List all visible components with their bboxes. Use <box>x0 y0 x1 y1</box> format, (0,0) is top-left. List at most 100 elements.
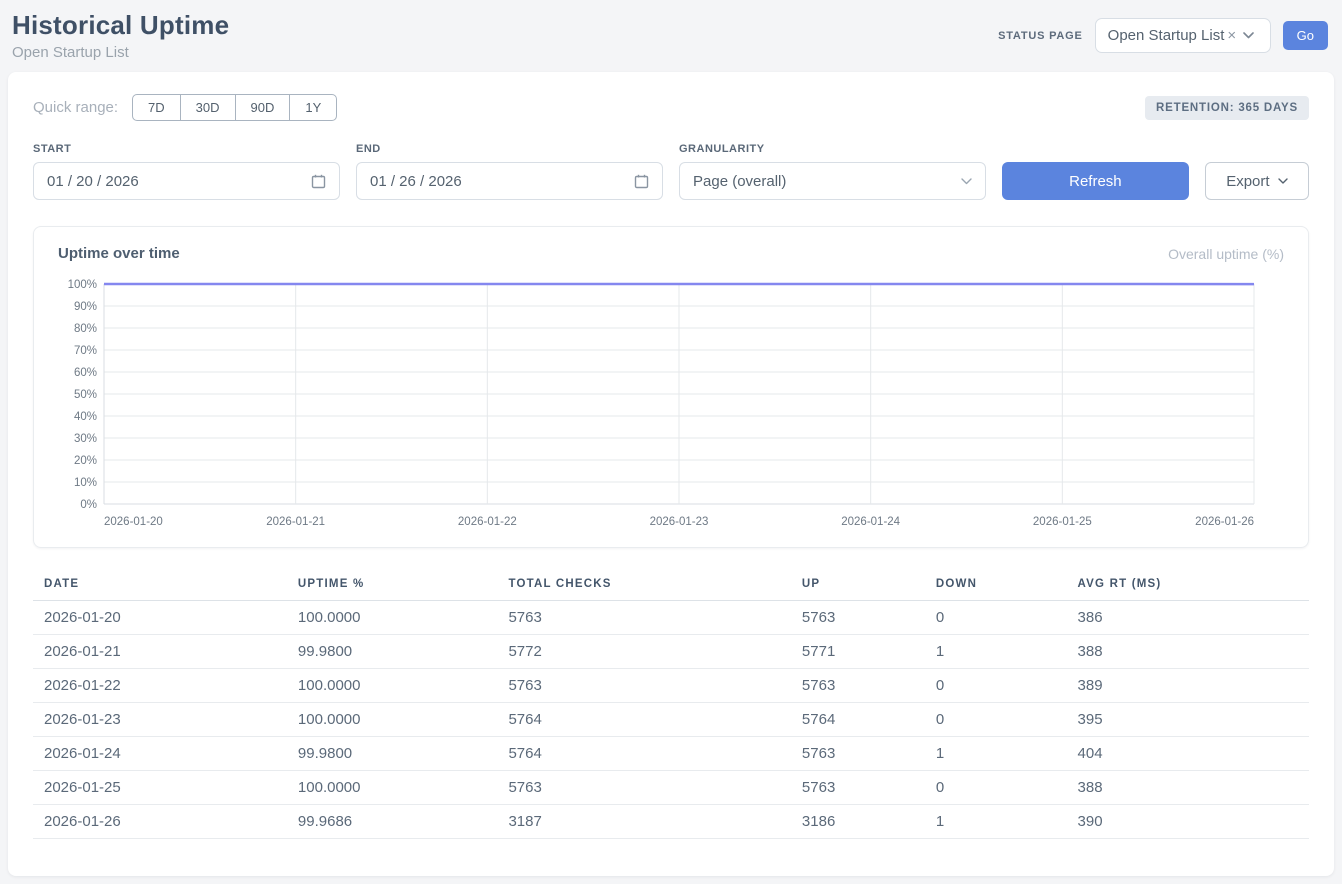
filter-form-row: START 01 / 20 / 2026 END 01 / 26 / 2026 … <box>33 143 1309 200</box>
table-cell: 2026-01-20 <box>33 601 287 635</box>
x-axis-tick-label: 2026-01-22 <box>458 516 517 528</box>
x-axis-tick-label: 2026-01-24 <box>841 516 900 528</box>
page-title: Historical Uptime <box>12 10 229 41</box>
y-axis-tick-label: 10% <box>74 477 97 489</box>
x-axis-tick-label: 2026-01-21 <box>266 516 325 528</box>
y-axis-tick-label: 20% <box>74 455 97 467</box>
table-cell: 100.0000 <box>287 771 498 805</box>
table-column-header: DOWN <box>925 570 1067 601</box>
table-cell: 99.9800 <box>287 737 498 771</box>
y-axis-tick-label: 40% <box>74 411 97 423</box>
calendar-icon[interactable] <box>634 174 649 189</box>
table-row: 2026-01-20100.0000576357630386 <box>33 601 1309 635</box>
table-cell: 395 <box>1067 703 1309 737</box>
y-axis-tick-label: 50% <box>74 389 97 401</box>
clear-selection-icon[interactable]: × <box>1227 28 1236 43</box>
table-cell: 99.9800 <box>287 635 498 669</box>
table-cell: 5771 <box>791 635 925 669</box>
chart-title: Uptime over time <box>58 245 180 262</box>
y-axis-tick-label: 30% <box>74 433 97 445</box>
table-header-row: DATEUPTIME %TOTAL CHECKSUPDOWNAVG RT (MS… <box>33 570 1309 601</box>
start-date-input[interactable]: 01 / 20 / 2026 <box>33 162 340 200</box>
export-button-label: Export <box>1226 173 1269 190</box>
quick-range-1y-button[interactable]: 1Y <box>289 94 337 121</box>
table-cell: 5772 <box>497 635 790 669</box>
table-cell: 388 <box>1067 635 1309 669</box>
quick-range-30d-button[interactable]: 30D <box>180 94 236 121</box>
refresh-button[interactable]: Refresh <box>1002 162 1189 200</box>
start-date-value: 01 / 20 / 2026 <box>47 173 139 190</box>
table-column-header: TOTAL CHECKS <box>497 570 790 601</box>
table-cell: 2026-01-21 <box>33 635 287 669</box>
chevron-down-icon <box>961 178 972 185</box>
uptime-table-body: 2026-01-20100.00005763576303862026-01-21… <box>33 601 1309 839</box>
quick-range-group: Quick range: 7D 30D 90D 1Y <box>33 94 337 121</box>
chevron-down-icon <box>1243 32 1254 39</box>
table-row: 2026-01-2499.9800576457631404 <box>33 737 1309 771</box>
table-cell: 1 <box>925 635 1067 669</box>
table-cell: 100.0000 <box>287 703 498 737</box>
table-cell: 5764 <box>497 703 790 737</box>
quick-range-row: Quick range: 7D 30D 90D 1Y RETENTION: 36… <box>33 94 1309 121</box>
table-cell: 1 <box>925 737 1067 771</box>
table-cell: 100.0000 <box>287 669 498 703</box>
table-column-header: UPTIME % <box>287 570 498 601</box>
granularity-select[interactable]: Page (overall) <box>679 162 986 200</box>
quick-range-label: Quick range: <box>33 99 118 116</box>
status-page-select[interactable]: Open Startup List × <box>1095 18 1271 53</box>
table-cell: 404 <box>1067 737 1309 771</box>
page-subtitle: Open Startup List <box>12 44 229 61</box>
table-row: 2026-01-2199.9800577257711388 <box>33 635 1309 669</box>
table-cell: 0 <box>925 669 1067 703</box>
granularity-field-group: GRANULARITY Page (overall) <box>679 143 986 200</box>
table-cell: 5764 <box>791 703 925 737</box>
end-date-input[interactable]: 01 / 26 / 2026 <box>356 162 663 200</box>
calendar-icon[interactable] <box>311 174 326 189</box>
table-column-header: UP <box>791 570 925 601</box>
granularity-selected-value: Page (overall) <box>693 173 786 190</box>
chevron-down-icon <box>1278 178 1288 184</box>
uptime-table: DATEUPTIME %TOTAL CHECKSUPDOWNAVG RT (MS… <box>33 570 1309 839</box>
status-page-selected-value: Open Startup List <box>1108 27 1225 44</box>
table-cell: 5764 <box>497 737 790 771</box>
table-cell: 3186 <box>791 805 925 839</box>
status-page-label: STATUS PAGE <box>998 30 1083 42</box>
go-button[interactable]: Go <box>1283 21 1328 50</box>
table-cell: 0 <box>925 703 1067 737</box>
retention-badge: RETENTION: 365 DAYS <box>1145 96 1309 120</box>
start-date-field-group: START 01 / 20 / 2026 <box>33 143 340 200</box>
end-date-value: 01 / 26 / 2026 <box>370 173 462 190</box>
uptime-line-chart: 0%10%20%30%40%50%60%70%80%90%100%2026-01… <box>58 274 1284 537</box>
table-cell: 1 <box>925 805 1067 839</box>
y-axis-tick-label: 80% <box>74 323 97 335</box>
header-actions: STATUS PAGE Open Startup List × Go <box>998 18 1328 53</box>
export-button[interactable]: Export <box>1205 162 1309 200</box>
end-date-label: END <box>356 143 663 155</box>
table-cell: 3187 <box>497 805 790 839</box>
table-cell: 5763 <box>497 669 790 703</box>
chart-legend-label: Overall uptime (%) <box>1168 246 1284 262</box>
table-column-header: DATE <box>33 570 287 601</box>
table-cell: 5763 <box>497 601 790 635</box>
page-header: Historical Uptime Open Startup List STAT… <box>0 0 1342 72</box>
table-cell: 2026-01-23 <box>33 703 287 737</box>
table-cell: 386 <box>1067 601 1309 635</box>
quick-range-7d-button[interactable]: 7D <box>132 94 181 121</box>
x-axis-tick-label: 2026-01-25 <box>1033 516 1092 528</box>
table-row: 2026-01-23100.0000576457640395 <box>33 703 1309 737</box>
table-cell: 100.0000 <box>287 601 498 635</box>
main-panel: Quick range: 7D 30D 90D 1Y RETENTION: 36… <box>8 72 1334 876</box>
table-cell: 5763 <box>791 601 925 635</box>
quick-range-90d-button[interactable]: 90D <box>235 94 291 121</box>
table-cell: 5763 <box>791 669 925 703</box>
table-cell: 2026-01-26 <box>33 805 287 839</box>
granularity-label: GRANULARITY <box>679 143 986 155</box>
table-cell: 5763 <box>497 771 790 805</box>
y-axis-tick-label: 0% <box>80 499 97 511</box>
uptime-chart-card: Uptime over time Overall uptime (%) 0% 10… <box>33 226 1309 548</box>
x-axis-tick-label: 2026-01-20 <box>104 516 163 528</box>
table-cell: 2026-01-22 <box>33 669 287 703</box>
table-cell: 390 <box>1067 805 1309 839</box>
chart-svg: 0%10%20%30%40%50%60%70%80%90%100%2026-01… <box>58 274 1286 532</box>
y-axis-tick-label: 60% <box>74 367 97 379</box>
